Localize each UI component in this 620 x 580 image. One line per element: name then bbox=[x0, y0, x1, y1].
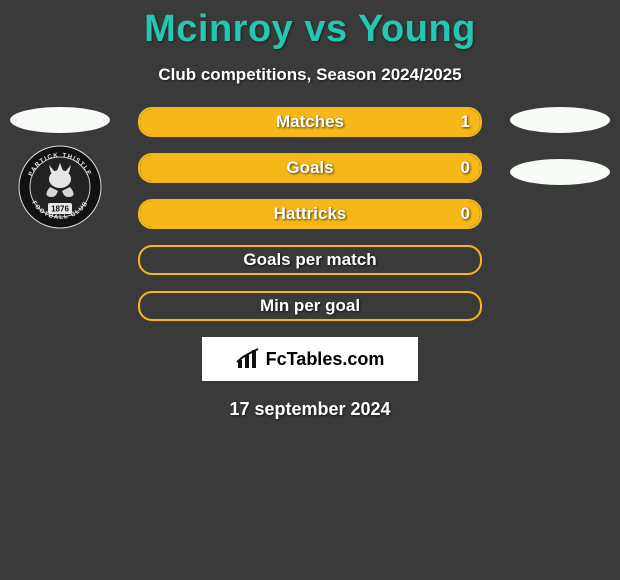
stat-label: Min per goal bbox=[140, 293, 480, 319]
stat-value-right: 1 bbox=[461, 109, 470, 135]
left-player-ellipse bbox=[10, 107, 110, 133]
right-player-ellipse-1 bbox=[510, 107, 610, 133]
stat-row: Hattricks0 bbox=[138, 199, 482, 229]
stats-card: Mcinroy vs Young Club competitions, Seas… bbox=[0, 0, 620, 580]
page-title: Mcinroy vs Young bbox=[0, 0, 620, 51]
stats-list: Matches1Goals0Hattricks0Goals per matchM… bbox=[138, 107, 482, 321]
right-player-column bbox=[500, 107, 620, 185]
right-player-ellipse-2 bbox=[510, 159, 610, 185]
stat-value-right: 0 bbox=[461, 155, 470, 181]
club-crest-icon: PARTICK THISTLE FOOTBALL CLUB bbox=[10, 147, 110, 227]
stat-row: Goals0 bbox=[138, 153, 482, 183]
site-logo: FcTables.com bbox=[202, 337, 418, 381]
date-text: 17 september 2024 bbox=[0, 399, 620, 420]
stat-value-right: 0 bbox=[461, 201, 470, 227]
left-player-column: PARTICK THISTLE FOOTBALL CLUB bbox=[0, 107, 120, 227]
content-area: PARTICK THISTLE FOOTBALL CLUB bbox=[0, 107, 620, 321]
stat-row: Goals per match bbox=[138, 245, 482, 275]
subtitle: Club competitions, Season 2024/2025 bbox=[0, 65, 620, 85]
stat-row: Matches1 bbox=[138, 107, 482, 137]
stat-label: Matches bbox=[140, 109, 480, 135]
stat-label: Goals per match bbox=[140, 247, 480, 273]
stat-label: Hattricks bbox=[140, 201, 480, 227]
stat-row: Min per goal bbox=[138, 291, 482, 321]
crest-year: 1876 bbox=[51, 205, 69, 214]
site-logo-text: FcTables.com bbox=[266, 349, 385, 370]
stat-label: Goals bbox=[140, 155, 480, 181]
chart-icon bbox=[236, 348, 262, 370]
